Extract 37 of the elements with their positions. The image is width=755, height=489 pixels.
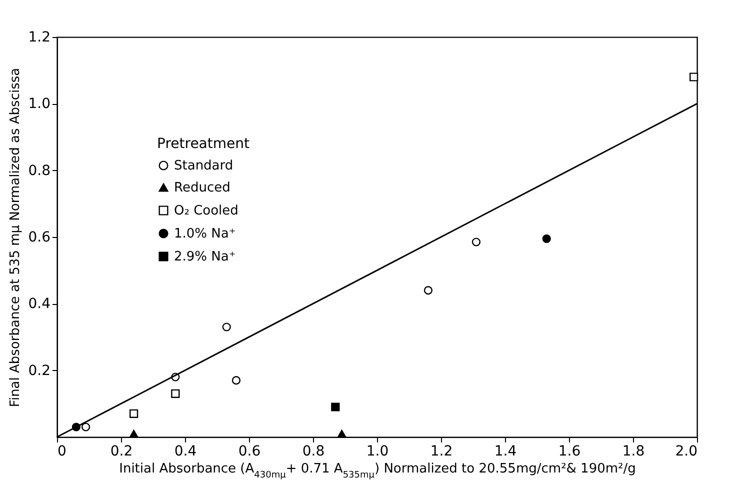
legend-label: O₂ Cooled xyxy=(174,204,238,218)
x-tick-label: 1.2 xyxy=(430,444,453,460)
point xyxy=(129,430,138,438)
point xyxy=(171,389,180,398)
x-tick-label: 2.0 xyxy=(675,444,698,460)
x-tick-label: 1.0 xyxy=(366,444,389,460)
point xyxy=(222,322,231,332)
point xyxy=(129,409,138,418)
y-axis-title: Final Absorbance at 535 mμ Normalized as Abscissa xyxy=(8,68,24,408)
y-tick-label: 0.8 xyxy=(28,162,50,179)
point xyxy=(472,238,481,246)
x-tick-label: 0.6 xyxy=(238,444,261,460)
x-tick-label: 0.2 xyxy=(110,444,133,460)
x-tick-label: 0.8 xyxy=(302,444,325,460)
x-tick-label: 1.8 xyxy=(622,444,645,460)
point xyxy=(424,286,433,295)
x-axis-title: Initial Absorbance (A$_{430mμ}$+ 0.71 A$_{535mμ}$) Normalized to 20.55mg/cm²& 190m²/g xyxy=(119,462,636,480)
x-tick-label: 1.4 xyxy=(494,444,517,460)
point xyxy=(542,234,551,243)
x-tick-label: 1.6 xyxy=(558,444,581,460)
y-tick-label: 0.2 xyxy=(28,362,50,379)
y-tick-label: 1.2 xyxy=(28,30,50,46)
x-tick-label: 0 xyxy=(58,444,66,460)
legend-label: Reduced xyxy=(174,180,230,196)
legend-label: 1.0% Na⁺ xyxy=(174,226,236,242)
legend-label: 2.9% Na⁺ xyxy=(174,250,236,264)
y-tick-label: 0.4 xyxy=(28,296,51,312)
y-tick-label: 0.6 xyxy=(28,230,51,246)
point xyxy=(81,422,90,432)
legend-title: Pretreatment xyxy=(157,136,250,152)
point xyxy=(232,376,241,385)
y-tick-label: 1.0 xyxy=(28,96,50,112)
point xyxy=(331,402,340,412)
x-tick-label: 0.4 xyxy=(174,444,197,460)
point xyxy=(337,430,346,438)
legend-label: Standard xyxy=(174,158,234,174)
point xyxy=(689,72,698,82)
